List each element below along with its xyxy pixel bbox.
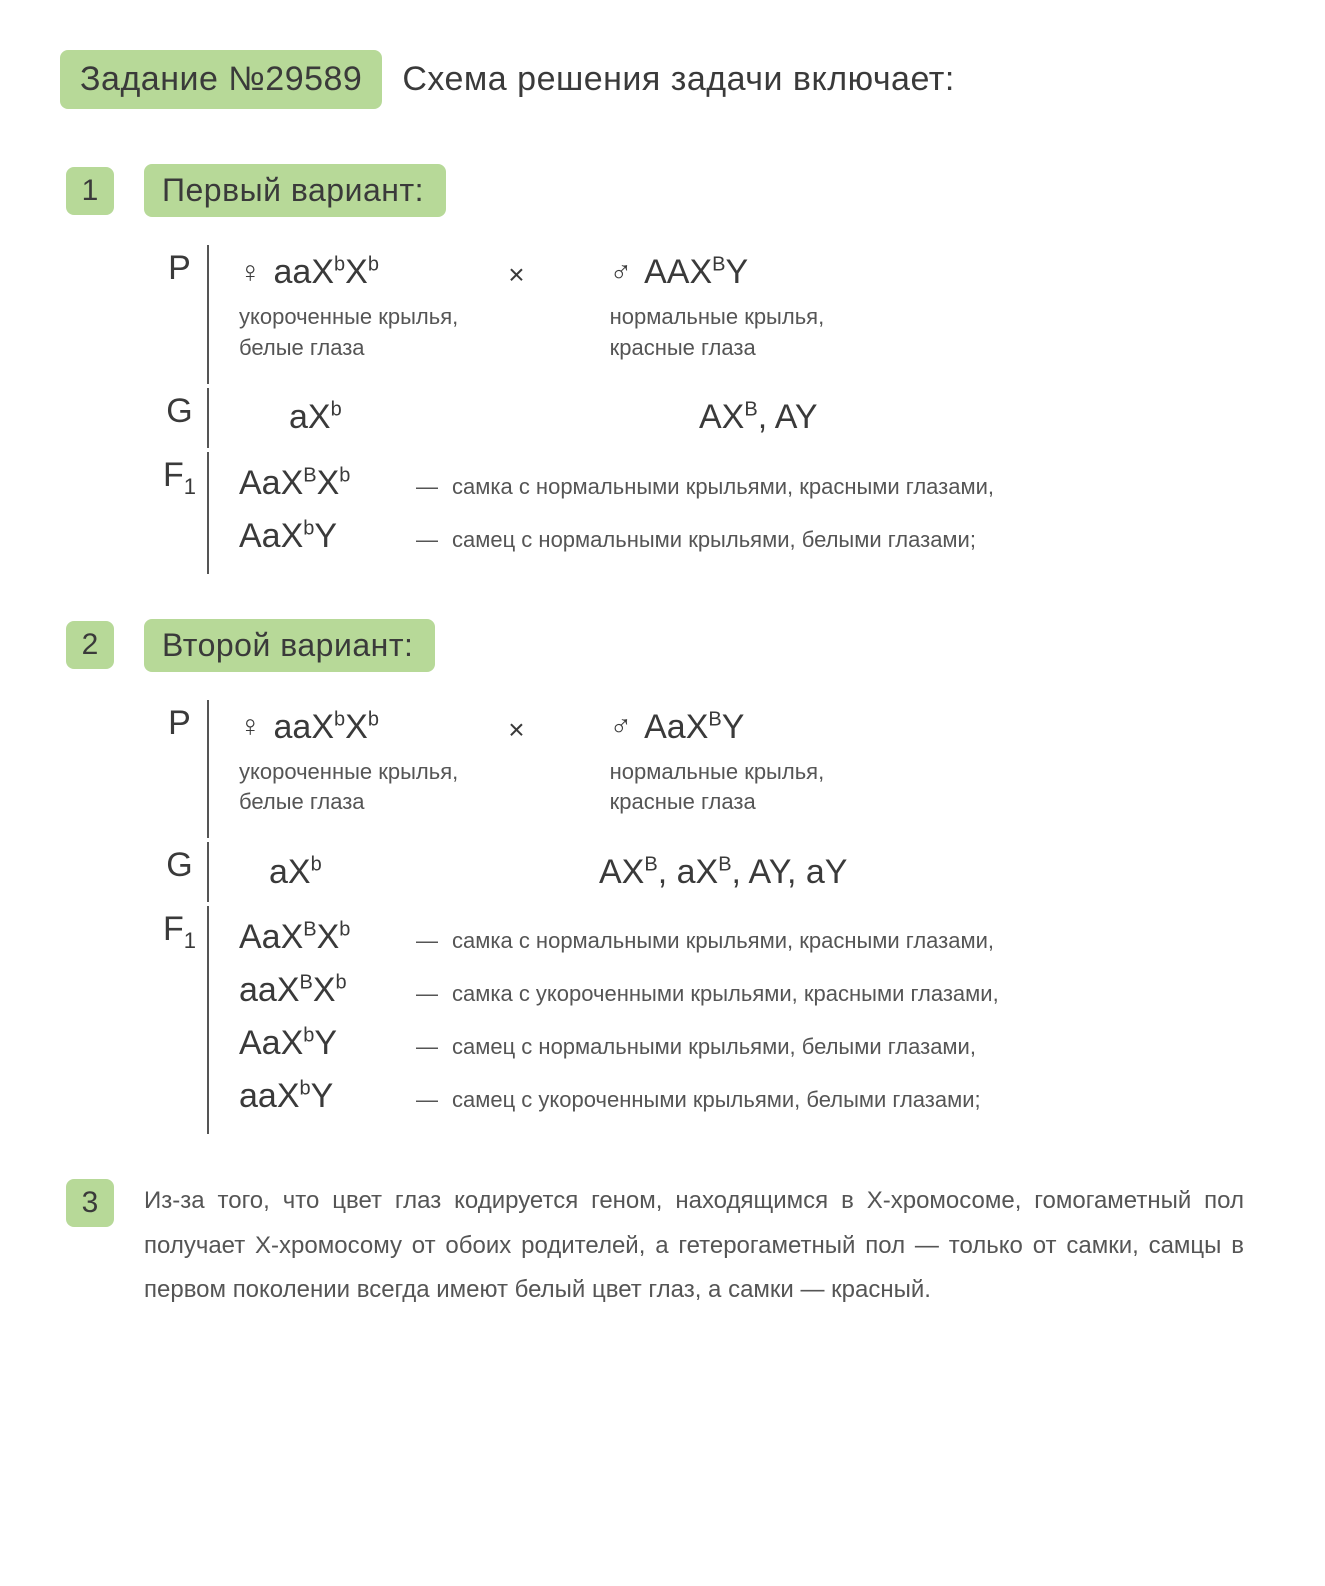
row-label-f1: F1 (152, 452, 207, 500)
f1-row: F1 AaXBXb — самка с нормальными крыльями… (152, 906, 1255, 1134)
header: Задание №29589 Схема решения задачи вклю… (60, 50, 1255, 109)
section-2-head: 2 Второй вариант: (66, 619, 1255, 672)
section-number-1: 1 (66, 167, 114, 215)
f1-offspring: AaXBXb — самка с нормальными крыльями, к… (239, 464, 994, 503)
male-parent: ♂ AaXBY нормальные крылья,красные глаза (610, 708, 825, 819)
header-title: Схема решения задачи включает: (402, 60, 954, 99)
female-parent: ♀ aaXbXb укороченные крылья,белые глаза (239, 253, 458, 364)
cross-scheme-1: P ♀ aaXbXb укороченные крылья,белые глаз… (152, 245, 1255, 574)
f1-offspring: AaXBXb — самка с нормальными крыльями, к… (239, 918, 994, 957)
male-symbol: ♂ (610, 710, 633, 744)
male-genotype: AaXBY (644, 708, 744, 747)
conclusion-text: Из-за того, что цвет глаз кодируется ген… (144, 1179, 1244, 1312)
male-symbol: ♂ (610, 256, 633, 290)
f1-offspring: AaXbY — самец с нормальными крыльями, бе… (239, 1024, 976, 1063)
male-parent: ♂ AAXBY нормальные крылья,красные глаза (610, 253, 825, 364)
f1-offspring: AaXbY — самец с нормальными крыльями, бе… (239, 517, 976, 556)
f1-phenotype: самец с нормальными крыльями, белыми гла… (452, 527, 976, 553)
section-title-2: Второй вариант: (144, 619, 435, 672)
female-symbol: ♀ (239, 256, 262, 290)
female-gametes: aXb (239, 398, 459, 437)
f1-phenotype: самец с нормальными крыльями, белыми гла… (452, 1034, 976, 1060)
row-label-g: G (152, 842, 207, 885)
task-number-badge: Задание №29589 (60, 50, 382, 109)
row-label-f1: F1 (152, 906, 207, 954)
section-1-head: 1 Первый вариант: (66, 164, 1255, 217)
f1-genotype: aaXbY (239, 1077, 404, 1116)
section-number-2: 2 (66, 621, 114, 669)
female-gametes: aXb (239, 853, 399, 892)
f1-offspring: aaXbY — самец с укороченными крыльями, б… (239, 1077, 981, 1116)
cross-scheme-2: P ♀ aaXbXb укороченные крылья,белые глаз… (152, 700, 1255, 1135)
male-phenotype: нормальные крылья,красные глаза (610, 757, 825, 819)
row-label-p: P (152, 245, 207, 288)
male-gametes: AXB, aXB, AY, aY (599, 853, 847, 892)
f1-genotype: aaXBXb (239, 971, 404, 1010)
female-phenotype: укороченные крылья,белые глаза (239, 302, 458, 364)
row-label-g: G (152, 388, 207, 431)
p-row: P ♀ aaXbXb укороченные крылья,белые глаз… (152, 700, 1255, 839)
female-phenotype: укороченные крылья,белые глаза (239, 757, 458, 819)
female-genotype: aaXbXb (274, 253, 379, 292)
f1-phenotype: самка с нормальными крыльями, красными г… (452, 928, 994, 954)
g-row: G aXb AXB, aXB, AY, aY (152, 842, 1255, 902)
row-label-p: P (152, 700, 207, 743)
g-row: G aXb AXB, AY (152, 388, 1255, 448)
f1-genotype: AaXbY (239, 1024, 404, 1063)
male-gametes: AXB, AY (699, 398, 919, 437)
f1-offspring: aaXBXb — самка с укороченными крыльями, … (239, 971, 999, 1010)
f1-genotype: AaXBXb (239, 464, 404, 503)
cross-sign: × (508, 708, 524, 746)
female-symbol: ♀ (239, 710, 262, 744)
section-number-3: 3 (66, 1179, 114, 1227)
f1-genotype: AaXbY (239, 517, 404, 556)
f1-phenotype: самец с укороченными крыльями, белыми гл… (452, 1087, 981, 1113)
female-genotype: aaXbXb (274, 708, 379, 747)
p-row: P ♀ aaXbXb укороченные крылья,белые глаз… (152, 245, 1255, 384)
f1-phenotype: самка с укороченными крыльями, красными … (452, 981, 999, 1007)
conclusion-section: 3 Из-за того, что цвет глаз кодируется г… (66, 1179, 1255, 1312)
f1-phenotype: самка с нормальными крыльями, красными г… (452, 474, 994, 500)
cross-sign: × (508, 253, 524, 291)
male-genotype: AAXBY (644, 253, 748, 292)
female-parent: ♀ aaXbXb укороченные крылья,белые глаза (239, 708, 458, 819)
section-title-1: Первый вариант: (144, 164, 446, 217)
f1-genotype: AaXBXb (239, 918, 404, 957)
f1-row: F1 AaXBXb — самка с нормальными крыльями… (152, 452, 1255, 574)
male-phenotype: нормальные крылья,красные глаза (610, 302, 825, 364)
